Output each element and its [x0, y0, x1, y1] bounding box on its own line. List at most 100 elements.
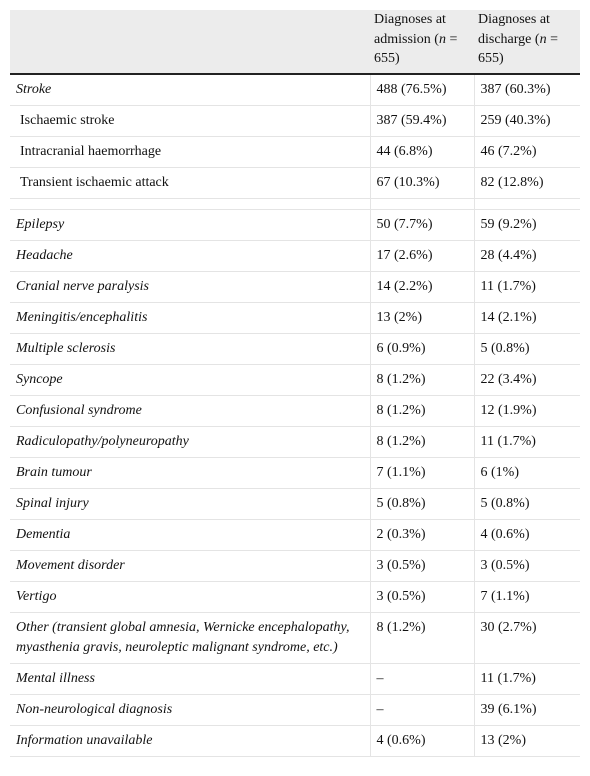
table-row: Syncope 8 (1.2%) 22 (3.4%)	[10, 364, 580, 396]
header-text: = 655)	[374, 31, 458, 67]
row-label: Epilepsy	[10, 209, 370, 241]
table-row: Ischaemic stroke 387 (59.4%) 259 (40.3%)	[10, 105, 580, 137]
header-text: Diagnoses at discharge (	[478, 12, 550, 47]
table-row: Multiple sclerosis 6 (0.9%) 5 (0.8%)	[10, 333, 580, 365]
table-row: Brain tumour 7 (1.1%) 6 (1%)	[10, 457, 580, 489]
value-cell: 11 (1.7%)	[473, 271, 580, 303]
row-label: Non-neurological diagnosis	[10, 694, 370, 726]
value-cell: 8 (1.2%)	[369, 395, 474, 427]
value-cell: 11 (1.7%)	[473, 663, 580, 695]
row-label: Dementia	[10, 519, 370, 551]
value-cell: 3 (0.5%)	[369, 581, 474, 613]
value-cell: 5 (0.8%)	[473, 488, 580, 520]
table-row: Mental illness –11 (1.7%)	[10, 663, 580, 695]
table-row: Movement disorder 3 (0.5%) 3 (0.5%)	[10, 550, 580, 582]
spacer-cell	[473, 198, 580, 210]
value-cell: 8 (1.2%)	[369, 364, 474, 396]
table-row: Intracranial haemorrhage 44 (6.8%) 46 (7.2…	[10, 136, 580, 168]
value-cell: 8 (1.2%)	[369, 426, 474, 458]
table-body: Stroke 488 (76.5%) 387 (60.3%) Ischaemic st…	[10, 73, 580, 757]
value-cell: 22 (3.4%)	[473, 364, 580, 396]
value-cell: 3 (0.5%)	[473, 550, 580, 582]
value-cell: 5 (0.8%)	[369, 488, 474, 520]
value-cell: 50 (7.7%)	[369, 209, 474, 241]
value-cell: 5 (0.8%)	[473, 333, 580, 365]
value-cell: 17 (2.6%)	[369, 240, 474, 272]
value-cell: 259 (40.3%)	[473, 105, 580, 137]
table-row: Radiculopathy/polyneuropathy 8 (1.2%) 11 (…	[10, 426, 580, 458]
table-row: Epilepsy 50 (7.7%) 59 (9.2%)	[10, 209, 580, 241]
value-cell: 387 (60.3%)	[473, 73, 580, 106]
value-cell: 7 (1.1%)	[369, 457, 474, 489]
column-header: Diagnoses at admission (n = 655)	[370, 10, 474, 75]
value-cell: 4 (0.6%)	[369, 725, 474, 757]
row-label: Multiple sclerosis	[10, 333, 370, 365]
row-label: Movement disorder	[10, 550, 370, 582]
row-label: Cranial nerve paralysis	[10, 271, 370, 303]
row-label: Stroke	[10, 73, 370, 106]
value-cell: 7 (1.1%)	[473, 581, 580, 613]
value-cell: –	[369, 663, 474, 695]
header-row: Diagnoses at admission (n = 655) Diagnose…	[10, 10, 580, 75]
table-row: Meningitis/encephalitis 13 (2%) 14 (2.1%)	[10, 302, 580, 334]
table-row: Information unavailable 4 (0.6%) 13 (2%)	[10, 725, 580, 757]
header-text: = 655)	[478, 31, 558, 67]
value-cell: 67 (10.3%)	[369, 167, 474, 199]
value-cell: 13 (2%)	[369, 302, 474, 334]
row-label: Other (transient global amnesia, Wernick…	[10, 612, 370, 664]
table-row: Confusional syndrome 8 (1.2%) 12 (1.9%)	[10, 395, 580, 427]
row-label: Brain tumour	[10, 457, 370, 489]
value-cell: 82 (12.8%)	[473, 167, 580, 199]
table-row: Non-neurological diagnosis –39 (6.1%)	[10, 694, 580, 726]
value-cell: 39 (6.1%)	[473, 694, 580, 726]
table-row: Dementia 2 (0.3%) 4 (0.6%)	[10, 519, 580, 551]
spacer-cell	[10, 198, 370, 210]
row-label: Confusional syndrome	[10, 395, 370, 427]
table-row: Other (transient global amnesia, Wernick…	[10, 612, 580, 664]
value-cell: 6 (0.9%)	[369, 333, 474, 365]
table-row: Spinal injury 5 (0.8%) 5 (0.8%)	[10, 488, 580, 520]
row-label: Spinal injury	[10, 488, 370, 520]
value-cell: 28 (4.4%)	[473, 240, 580, 272]
table-row: Headache 17 (2.6%) 28 (4.4%)	[10, 240, 580, 272]
row-label: Headache	[10, 240, 370, 272]
value-cell: 488 (76.5%)	[369, 73, 474, 106]
column-header: Diagnoses at discharge (n = 655)	[474, 10, 580, 75]
row-label: Vertigo	[10, 581, 370, 613]
header-text: n	[438, 31, 446, 47]
column-header	[10, 10, 370, 75]
value-cell: 46 (7.2%)	[473, 136, 580, 168]
value-cell: 12 (1.9%)	[473, 395, 580, 427]
value-cell: 4 (0.6%)	[473, 519, 580, 551]
row-label: Ischaemic stroke	[10, 105, 370, 137]
value-cell: 11 (1.7%)	[473, 426, 580, 458]
row-label: Information unavailable	[10, 725, 370, 757]
row-label: Mental illness	[10, 663, 370, 695]
value-cell: 3 (0.5%)	[369, 550, 474, 582]
value-cell: 59 (9.2%)	[473, 209, 580, 241]
value-cell: –	[369, 694, 474, 726]
table-row: Vertigo 3 (0.5%) 7 (1.1%)	[10, 581, 580, 613]
table-row: Stroke 488 (76.5%) 387 (60.3%)	[10, 73, 580, 106]
spacer-cell	[369, 198, 474, 210]
diagnoses-table: Diagnoses at admission (n = 655) Diagnose…	[10, 10, 580, 757]
row-label: Intracranial haemorrhage	[10, 136, 370, 168]
row-label: Meningitis/encephalitis	[10, 302, 370, 334]
value-cell: 30 (2.7%)	[473, 612, 580, 664]
value-cell: 6 (1%)	[473, 457, 580, 489]
row-label: Radiculopathy/polyneuropathy	[10, 426, 370, 458]
row-label: Transient ischaemic attack	[10, 167, 370, 199]
value-cell: 2 (0.3%)	[369, 519, 474, 551]
table-row: Cranial nerve paralysis 14 (2.2%) 11 (1.7%…	[10, 271, 580, 303]
value-cell: 387 (59.4%)	[369, 105, 474, 137]
header-text: n	[539, 31, 547, 47]
header-text: Diagnoses at admission (	[374, 12, 446, 47]
table-row	[10, 198, 580, 210]
value-cell: 44 (6.8%)	[369, 136, 474, 168]
table-header: Diagnoses at admission (n = 655) Diagnose…	[10, 10, 580, 75]
value-cell: 8 (1.2%)	[369, 612, 474, 664]
value-cell: 13 (2%)	[473, 725, 580, 757]
row-label: Syncope	[10, 364, 370, 396]
table-row: Transient ischaemic attack 67 (10.3%) 82 (…	[10, 167, 580, 199]
